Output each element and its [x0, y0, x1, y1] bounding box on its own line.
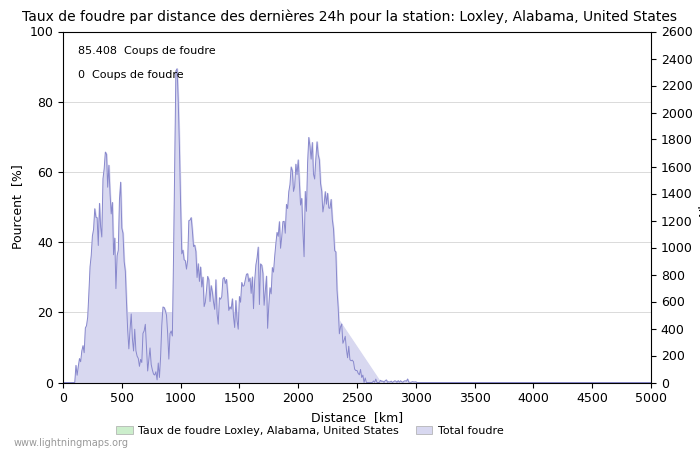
Text: 85.408  Coups de foudre: 85.408 Coups de foudre [78, 45, 216, 55]
Text: Taux de foudre par distance des dernières 24h pour la station: Loxley, Alabama, : Taux de foudre par distance des dernière… [22, 9, 678, 23]
Y-axis label: Pourcent  [%]: Pourcent [%] [10, 165, 24, 249]
Y-axis label: Nb: Nb [698, 198, 700, 216]
Text: www.lightningmaps.org: www.lightningmaps.org [14, 438, 129, 448]
Text: 0  Coups de foudre: 0 Coups de foudre [78, 70, 183, 80]
Legend: Taux de foudre Loxley, Alabama, United States, Total foudre: Taux de foudre Loxley, Alabama, United S… [112, 421, 508, 440]
X-axis label: Distance  [km]: Distance [km] [311, 411, 403, 424]
